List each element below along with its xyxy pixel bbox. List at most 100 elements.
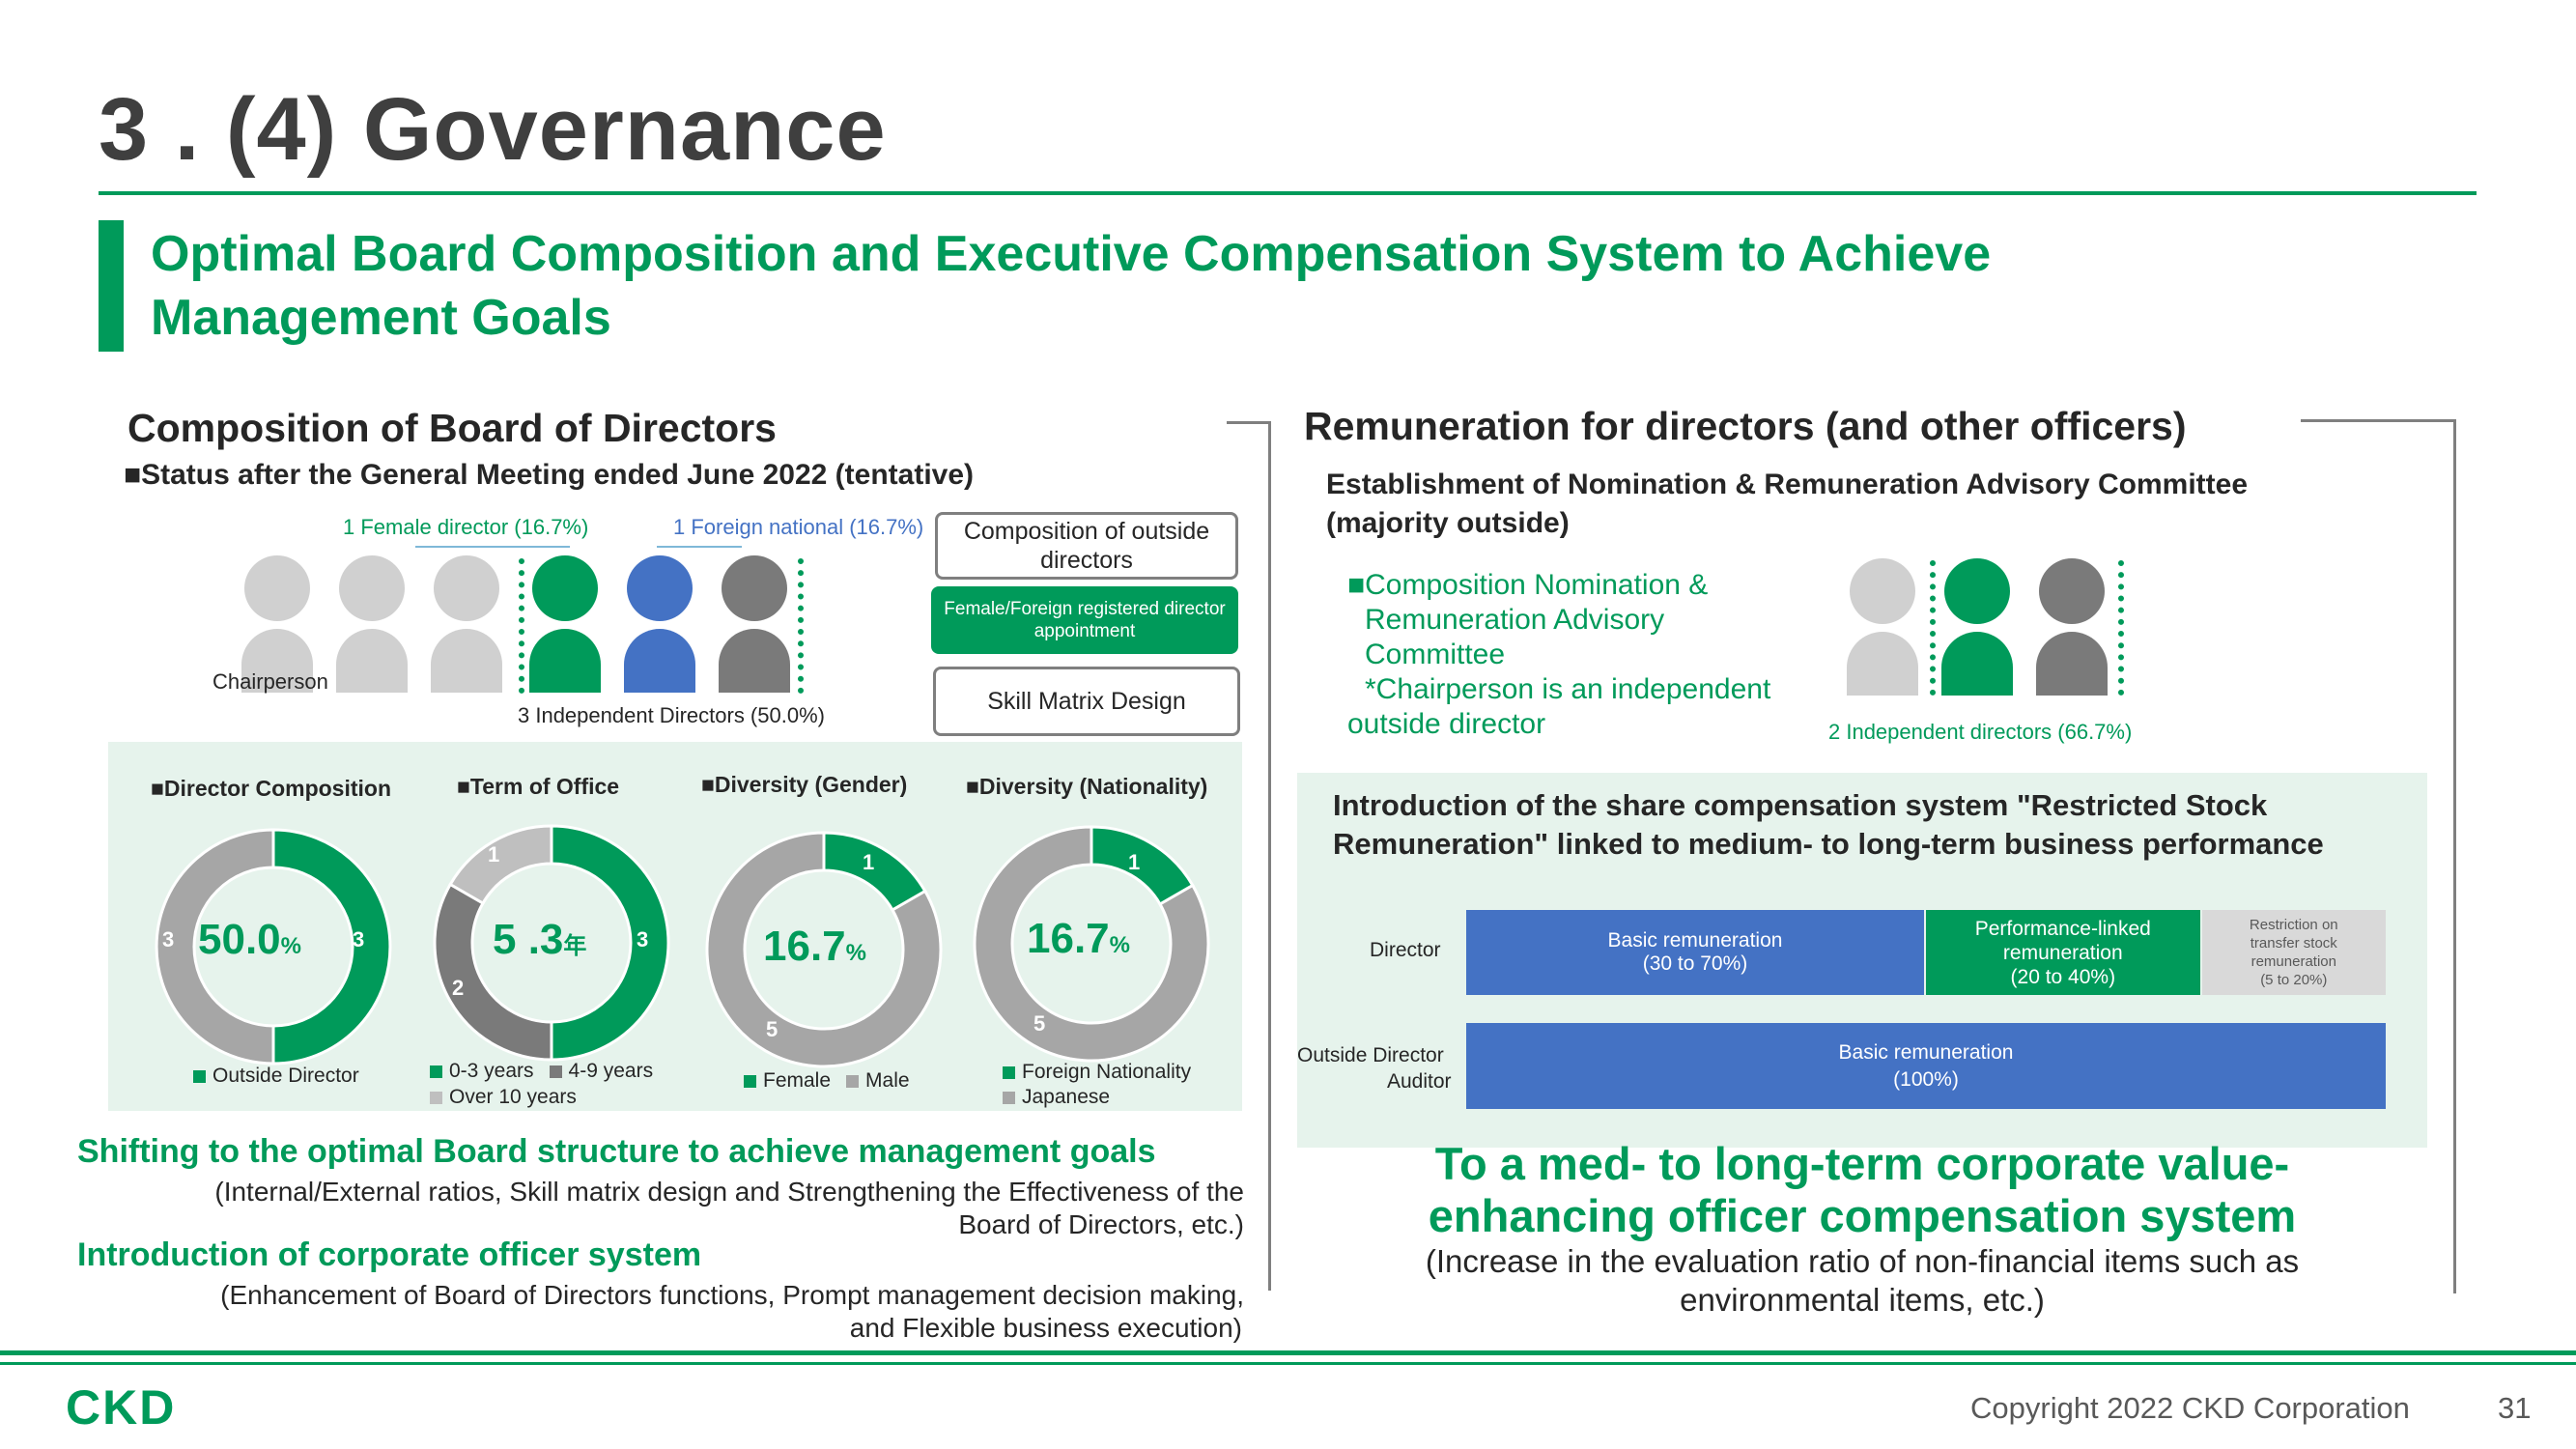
director-person-icon: [241, 555, 313, 693]
donut-center-value: 16.7%: [1027, 915, 1130, 963]
donut-data-label: 1: [1128, 850, 1141, 874]
outside-director-person-icon: [719, 555, 790, 693]
outside-directors-box: Composition of outside directors: [935, 512, 1238, 580]
bar-category-label: Auditor: [1387, 1070, 1452, 1093]
legend-label: Japanese: [1022, 1086, 1111, 1108]
legend-swatch: [744, 1074, 756, 1088]
donut-center-number: 50.0: [198, 916, 281, 963]
share-title-line: Remuneration" linked to medium- to long-…: [1333, 827, 2324, 861]
chairperson-label: Chairperson: [212, 669, 328, 694]
donut-data-label: 2: [452, 976, 465, 1000]
donut-legend: Foreign Nationality: [1003, 1061, 1191, 1084]
page-number: 31: [2498, 1391, 2532, 1425]
board-status: ■Status after the General Meeting ended …: [124, 459, 975, 491]
bar-sublabel: (5 to 20%): [2260, 972, 2328, 988]
donut-legend: Japanese: [1003, 1086, 1110, 1109]
donut-slice: [448, 824, 553, 906]
donut-data-label: 3: [353, 927, 365, 952]
bar-label: transfer stock: [2250, 935, 2337, 952]
page-title: 3 . (4) Governance: [99, 80, 887, 179]
donut-center-unit: %: [845, 940, 866, 966]
legend-label: Over 10 years: [449, 1086, 577, 1108]
remuneration-bracket-right: [2453, 419, 2456, 1293]
donut-center-number: 16.7: [1027, 915, 1110, 962]
subtitle-line-1: Optimal Board Composition and Executive …: [151, 226, 1992, 282]
donut-center-number: 16.7: [763, 923, 846, 970]
board-bracket-right: [1268, 421, 1271, 1291]
foreign-national-label: 1 Foreign national (16.7%): [673, 515, 924, 539]
legend-label: 4-9 years: [568, 1060, 654, 1082]
bar-sublabel: (100%): [1893, 1067, 1959, 1091]
bar-label: Restriction on: [2249, 917, 2338, 933]
female-director-person-icon: [529, 555, 601, 693]
legend-swatch: [193, 1069, 206, 1083]
bar-sublabel: (20 to 40%): [2010, 965, 2116, 988]
legend-swatch: [1003, 1091, 1015, 1104]
donut-slice: [271, 828, 392, 1065]
page-subtitle: Optimal Board Composition and Executive …: [151, 222, 2372, 350]
closing-statement: To a med- to long-term corporate value- …: [1297, 1138, 2427, 1242]
director-person-icon: [336, 555, 408, 693]
donut-data-label: 1: [488, 842, 500, 867]
donut-legend: 0-3 years 4-9 years: [430, 1060, 653, 1083]
donut-legend: Over 10 years: [430, 1086, 577, 1109]
donut-data-label: 5: [766, 1017, 778, 1041]
optimal-board-statement: Shifting to the optimal Board structure …: [77, 1133, 1156, 1170]
bar-label: Basic remuneration: [1607, 929, 1783, 952]
title-underline: [99, 191, 2477, 195]
donut-gender: [705, 831, 943, 1068]
independent-directors-label: 3 Independent Directors (50.0%): [518, 703, 825, 727]
legend-label: Outside Director: [212, 1065, 359, 1087]
ckd-logo: CKD: [66, 1380, 177, 1435]
donut-center-number: 5 .3: [493, 916, 564, 963]
committee-person-icon: [1941, 558, 2013, 696]
donut-data-label: 5: [1033, 1011, 1046, 1036]
corporate-officer-detail-2: and Flexible business execution): [849, 1313, 1242, 1343]
bar-basic-remuneration-director: Basic remuneration (30 to 70%): [1466, 910, 1924, 995]
committee-line: Remuneration Advisory: [1365, 604, 1665, 636]
committee-person-icon: [2036, 558, 2108, 696]
committee-line: *Chairperson is an independent: [1365, 673, 1771, 705]
board-heading: Composition of Board of Directors: [127, 406, 777, 450]
legend-label: Male: [865, 1069, 910, 1092]
director-person-icon: [431, 555, 502, 693]
donut-center-unit: 年: [563, 933, 587, 959]
donut-title-director-composition: ■Director Composition: [151, 776, 392, 801]
donut-center-unit: %: [280, 933, 301, 959]
donut-legend: Female Male: [744, 1069, 910, 1093]
skill-matrix-box: Skill Matrix Design: [933, 667, 1240, 736]
independent-bracket-right: [798, 558, 804, 694]
committee-line: Committee: [1365, 639, 1506, 670]
donut-nationality: [973, 825, 1210, 1063]
female-foreign-appointment-box: Female/Foreign registered director appoi…: [931, 586, 1238, 654]
bar-restricted-stock-director: Restriction on transfer stock remunerati…: [2201, 910, 2386, 995]
subtitle-line-2: Management Goals: [151, 290, 611, 346]
legend-swatch: [430, 1091, 442, 1104]
closing-detail-line: (Increase in the evaluation ratio of non…: [1425, 1243, 2300, 1279]
closing-detail-line: environmental items, etc.): [1680, 1282, 2045, 1318]
footer-rule-bottom: [0, 1362, 2576, 1365]
corporate-officer-statement: Introduction of corporate officer system: [77, 1236, 702, 1273]
bar-label: Performance-linked: [1974, 917, 2151, 940]
copyright: Copyright 2022 CKD Corporation: [1970, 1391, 2410, 1425]
female-director-label: 1 Female director (16.7%): [343, 515, 589, 539]
committee-person-icon: [1847, 558, 1918, 696]
committee-establishment-2: (majority outside): [1326, 507, 1570, 539]
donut-title-gender: ■Diversity (Gender): [701, 772, 908, 797]
independent-bracket-left: [519, 558, 524, 694]
donut-slice: [155, 828, 275, 1065]
remuneration-bar-chart: Basic remuneration (30 to 70%) Performan…: [1466, 910, 2386, 1109]
legend-label: 0-3 years: [449, 1060, 534, 1082]
donut-slice: [433, 882, 553, 1062]
legend-swatch: [549, 1065, 562, 1078]
legend-swatch: [846, 1074, 860, 1088]
foreign-director-person-icon: [624, 555, 695, 693]
committee-bracket-left: [1930, 560, 1936, 696]
donut-center-unit: %: [1109, 932, 1130, 958]
donut-title-nationality: ■Diversity (Nationality): [966, 774, 1208, 799]
optimal-board-detail-1: (Internal/External ratios, Skill matrix …: [214, 1177, 1244, 1207]
bar-basic-remuneration-outside: Basic remuneration (100%): [1466, 1023, 2386, 1109]
remuneration-heading: Remuneration for directors (and other of…: [1304, 404, 2187, 448]
optimal-board-detail-2: Board of Directors, etc.): [958, 1209, 1244, 1239]
donut-data-label: 3: [637, 927, 649, 952]
